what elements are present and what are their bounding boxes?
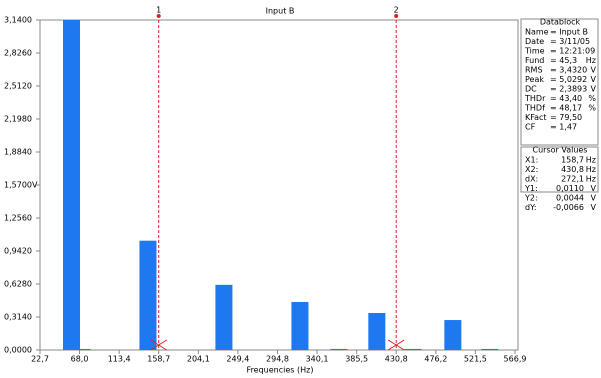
chart-title: Input B	[266, 7, 295, 16]
bar	[481, 348, 499, 350]
panel-value: = 1,47	[550, 123, 577, 132]
y-tick-label: 1,8840	[4, 148, 32, 157]
x-tick-label: 294,8	[266, 355, 289, 364]
bar	[215, 284, 233, 350]
panel-unit: V	[591, 75, 597, 84]
panel-label: THDf	[524, 104, 545, 113]
bar	[139, 240, 157, 350]
panel-label: Y1:	[524, 184, 538, 193]
panel-value: = 79,50	[550, 113, 582, 122]
x-tick-label: 22,7	[31, 355, 49, 364]
x-tick-label: 249,4	[226, 355, 249, 364]
datablock-panel	[520, 18, 599, 146]
x-tick-label: 113,4	[108, 355, 131, 364]
panel-unit: V	[591, 184, 597, 193]
y-tick-label: 2,5120	[4, 82, 32, 91]
y-tick-label: 1,5700V	[4, 181, 38, 190]
bar	[368, 313, 386, 350]
bar	[444, 320, 462, 350]
x-axis-label: Frequencies (Hz)	[247, 366, 314, 375]
x-tick-label: 566,9	[504, 355, 527, 364]
panel-label: DC	[525, 85, 537, 94]
cursor-cross	[387, 339, 405, 351]
panel-value: -0,0066	[553, 203, 584, 212]
y-tick-label: 0,9420	[4, 247, 32, 256]
y-tick-label: 0,6280	[4, 280, 32, 289]
panel-unit: Hz	[586, 56, 596, 65]
panel-unit: V	[591, 66, 597, 75]
panel-label: Peak	[525, 75, 544, 84]
panel-label: Date	[525, 37, 544, 46]
x-tick-label: 385,5	[345, 355, 368, 364]
panel-label: dX:	[525, 175, 538, 184]
bar	[291, 301, 309, 350]
cursor-panel	[520, 146, 599, 193]
panel-label: CF	[525, 123, 536, 132]
panel-unit: V	[591, 194, 597, 203]
panel-label: THDr	[524, 94, 546, 103]
y-tick-label: 0,3140	[4, 313, 32, 322]
panel-label: RMS	[525, 66, 543, 75]
panel-unit: Hz	[586, 175, 596, 184]
bar	[330, 348, 348, 350]
y-tick-label: 1,2560	[4, 214, 32, 223]
panel-value: = 3,4320	[550, 66, 587, 75]
panel-label: Y2:	[524, 194, 538, 203]
x-tick-label: 158,7	[147, 355, 170, 364]
panel-unit: V	[591, 203, 597, 212]
bar	[73, 348, 91, 350]
panel-unit: %	[588, 94, 596, 103]
x-tick-label: 476,2	[424, 355, 447, 364]
cursor-label: 2	[394, 6, 399, 15]
panel-value: = 2,3893	[550, 85, 587, 94]
panel-value: = 48,17	[550, 104, 582, 113]
panel-label: KFact	[525, 113, 547, 122]
panel-value: = 3/11/05	[550, 37, 590, 46]
y-tick-label: 0,0000	[4, 346, 32, 355]
panel-title: Datablock	[540, 18, 581, 27]
bar	[62, 20, 81, 350]
cursor-label: 1	[156, 6, 161, 15]
panel-value: 158,7	[561, 156, 584, 165]
panel-value: = 5,0292	[550, 75, 587, 84]
panel-value: = 45,3	[550, 56, 577, 65]
panel-label: Fund	[525, 56, 544, 65]
bar	[404, 348, 422, 350]
panel-label: X1:	[525, 156, 538, 165]
panel-value: 0,0110	[556, 184, 584, 193]
y-tick-label: 2,8260	[4, 49, 32, 58]
panel-value: 272,1	[561, 175, 584, 184]
x-tick-label: 521,5	[464, 355, 487, 364]
x-tick-label: 340,1	[306, 355, 329, 364]
panel-value: = 43,40	[550, 94, 582, 103]
panel-title: Cursor Values	[533, 146, 588, 155]
y-tick-label: 3,1400	[4, 16, 32, 25]
panel-unit: Hz	[586, 165, 596, 174]
panel-label: Name	[525, 28, 549, 37]
panel-unit: V	[591, 85, 597, 94]
x-tick-label: 430,8	[385, 355, 408, 364]
x-tick-label: 204,1	[187, 355, 210, 364]
panel-unit: %	[588, 104, 596, 113]
plot-frame	[39, 19, 519, 351]
cursor-cross	[150, 339, 167, 351]
panel-label: Time	[524, 47, 545, 56]
panel-value: = Input B	[550, 28, 588, 37]
panel-label: X2:	[525, 165, 538, 174]
x-tick-label: 68,0	[71, 355, 89, 364]
panel-value: 430,8	[561, 165, 584, 174]
panel-value: 0,0044	[556, 194, 584, 203]
panel-value: = 12:21:09	[550, 47, 595, 56]
panel-unit: Hz	[586, 156, 596, 165]
panel-label: dY:	[525, 203, 537, 212]
y-tick-label: 2,1980	[4, 115, 32, 124]
cursor-handle	[156, 14, 161, 18]
cursor-handle	[394, 14, 399, 18]
